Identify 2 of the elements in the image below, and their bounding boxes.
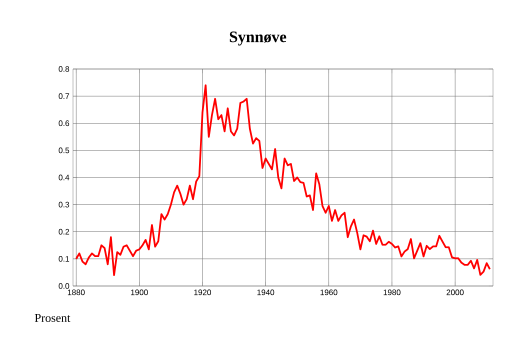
chart-title: Synnøve bbox=[230, 32, 286, 46]
y-axis-title: Prosent bbox=[34, 314, 70, 322]
